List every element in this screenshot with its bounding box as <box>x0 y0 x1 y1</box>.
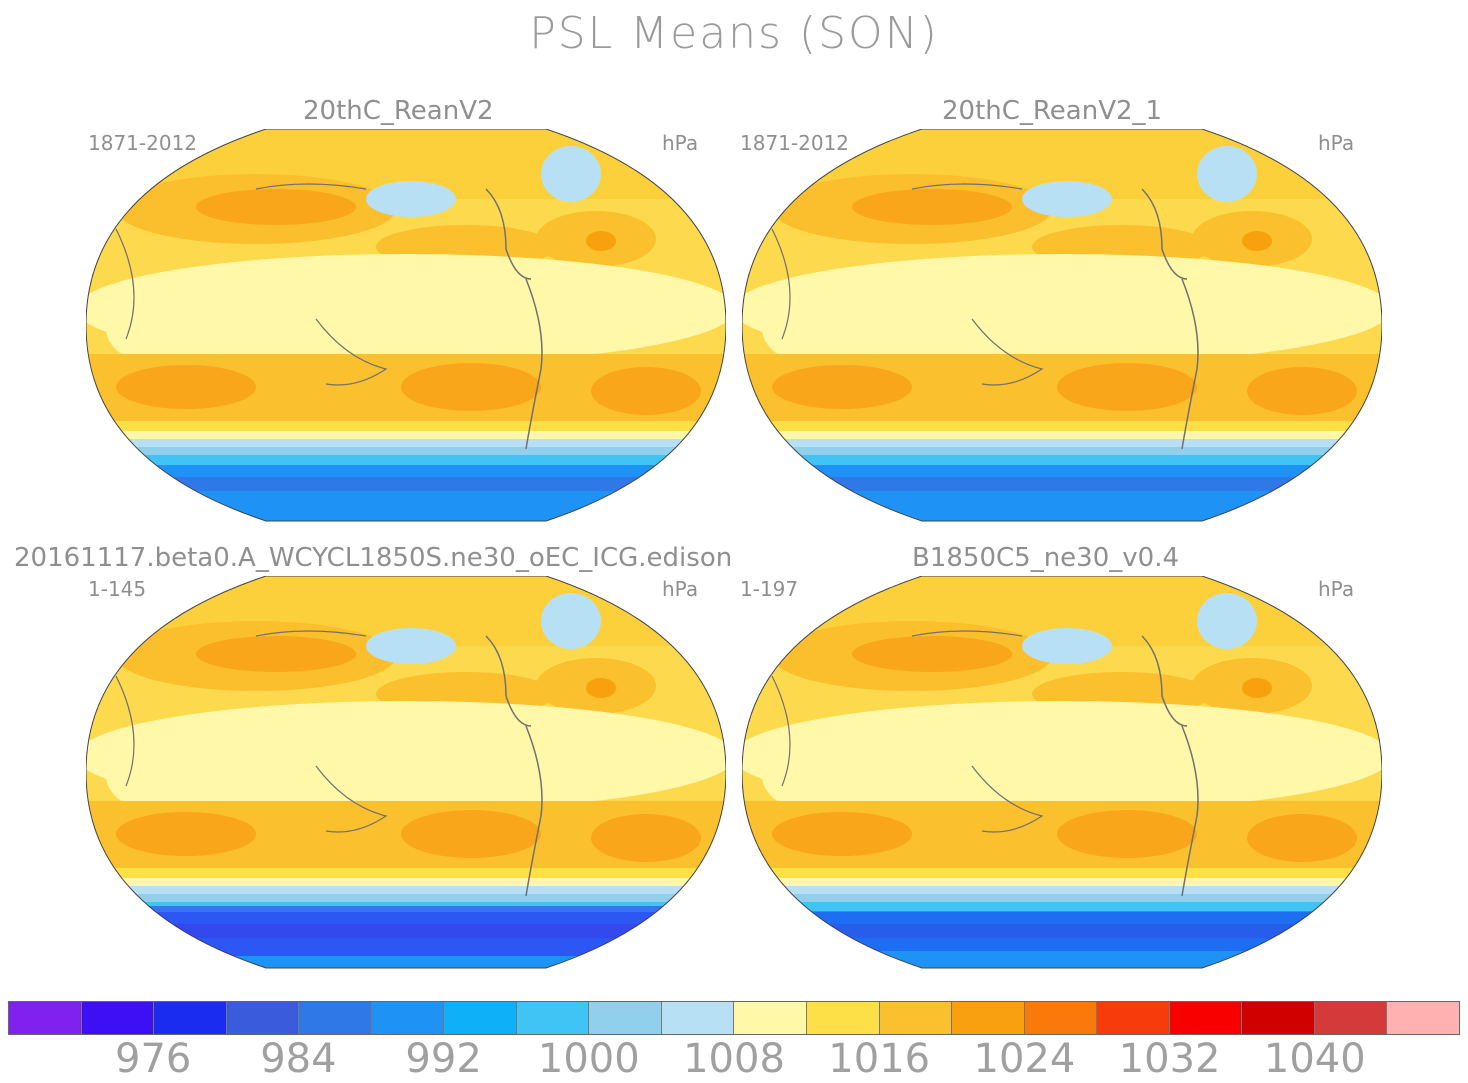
colorbar-swatch <box>516 1002 590 1034</box>
colorbar-swatch <box>1314 1002 1388 1034</box>
colorbar-swatch <box>154 1002 227 1034</box>
colorbar-label: 984 <box>260 1036 337 1082</box>
panel-units-2: hPa <box>1318 131 1355 155</box>
panel-period-1: 1871-2012 <box>88 131 198 155</box>
panel-period-4: 1-197 <box>740 577 799 601</box>
colorbar-swatch <box>1097 1002 1170 1034</box>
colorbar-label: 1008 <box>683 1036 785 1082</box>
map-panel-2 <box>742 129 1382 523</box>
colorbar <box>8 1001 1460 1035</box>
colorbar-swatch <box>734 1002 808 1034</box>
colorbar-swatch <box>1242 1002 1315 1034</box>
map-panel-1 <box>86 129 726 523</box>
colorbar-swatch <box>1169 1002 1243 1034</box>
colorbar-swatch <box>1024 1002 1098 1034</box>
colorbar-swatch <box>9 1002 82 1034</box>
colorbar-swatch <box>1387 1002 1459 1034</box>
colorbar-label: 1000 <box>537 1036 640 1082</box>
colorbar-label: 1016 <box>828 1036 931 1082</box>
panel-period-3: 1-145 <box>88 577 147 601</box>
colorbar-swatch <box>807 1002 880 1034</box>
colorbar-swatch <box>879 1002 953 1034</box>
colorbar-swatch <box>81 1002 155 1034</box>
figure-title: PSL Means (SON) <box>529 8 939 59</box>
panel-period-2: 1871-2012 <box>740 131 850 155</box>
panel-title-4: B1850C5_ne30_v0.4 <box>912 543 1179 573</box>
panel-units-4: hPa <box>1318 577 1355 601</box>
map-panel-3 <box>86 576 726 970</box>
colorbar-swatch <box>444 1002 517 1034</box>
panel-units-3: hPa <box>662 577 699 601</box>
colorbar-swatch <box>661 1002 735 1034</box>
colorbar-label: 1024 <box>973 1036 1076 1082</box>
map-panel-4 <box>742 576 1382 970</box>
colorbar-swatch <box>589 1002 662 1034</box>
colorbar-swatch <box>371 1002 445 1034</box>
colorbar-swatch <box>299 1002 372 1034</box>
panel-title-3: 20161117.beta0.A_WCYCL1850S.ne30_oEC_ICG… <box>14 543 733 573</box>
colorbar-swatch <box>952 1002 1025 1034</box>
colorbar-label: 1032 <box>1118 1036 1221 1082</box>
colorbar-swatch <box>226 1002 300 1034</box>
colorbar-label: 992 <box>405 1036 482 1082</box>
colorbar-label: 1040 <box>1263 1036 1366 1082</box>
panel-title-1: 20thC_ReanV2 <box>303 96 494 126</box>
panel-units-1: hPa <box>662 131 699 155</box>
colorbar-label: 976 <box>115 1036 192 1082</box>
panel-title-2: 20thC_ReanV2_1 <box>942 96 1163 126</box>
